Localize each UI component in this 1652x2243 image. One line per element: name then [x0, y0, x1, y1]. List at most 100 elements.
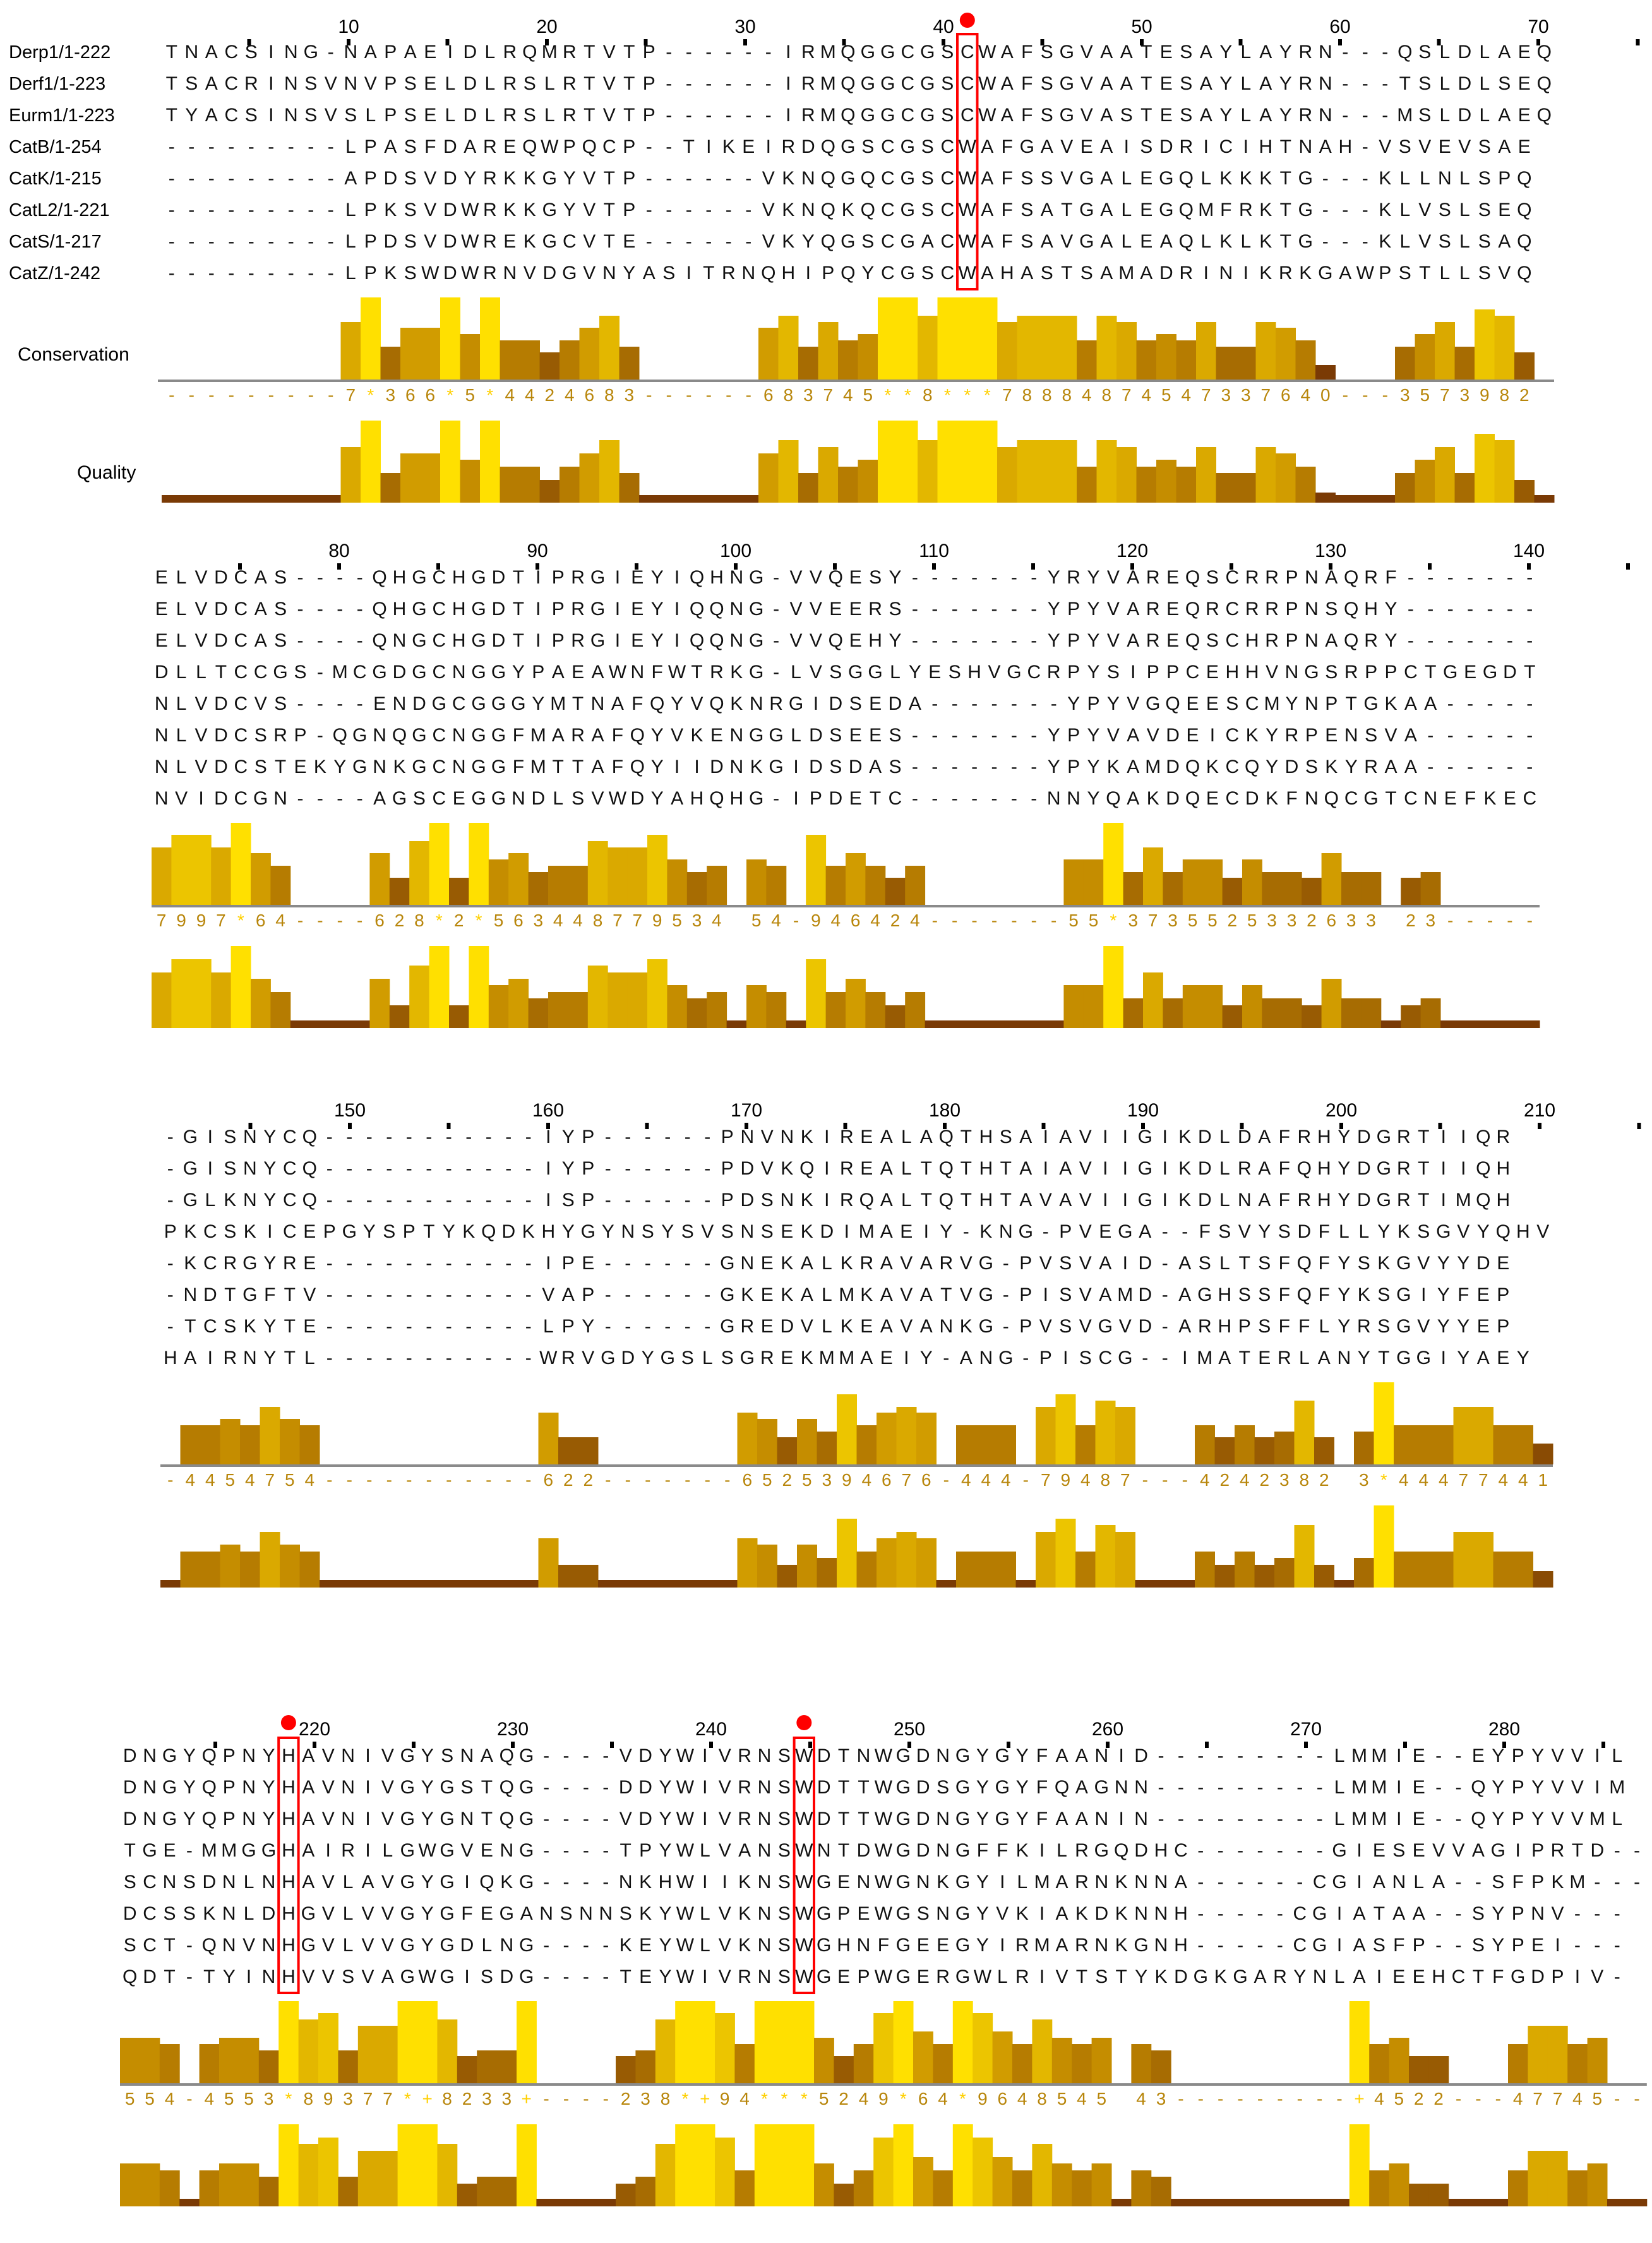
residue-letter: I — [546, 1190, 551, 1211]
residue-letter: L — [343, 1903, 354, 1924]
residue-letter: W — [795, 1872, 813, 1893]
residue-letter: D — [492, 599, 506, 619]
residue-letter: Q — [799, 1158, 814, 1179]
residue-letter: V — [381, 1872, 394, 1893]
residue-letter: G — [1019, 1221, 1033, 1242]
residue-letter: Y — [861, 263, 874, 284]
residue-letter: A — [880, 1221, 893, 1242]
residue-letter: - — [1197, 1840, 1204, 1861]
residue-letter: T — [620, 1966, 631, 1987]
conservation-bar — [734, 2044, 755, 2083]
residue-letter: A — [1258, 1190, 1271, 1211]
conservation-bar — [1103, 823, 1124, 905]
residue-letter: N — [163, 1872, 177, 1893]
residue-letter: Q — [1179, 231, 1194, 252]
residue-letter: - — [426, 1190, 432, 1211]
residue-letter: N — [242, 1745, 256, 1766]
residue-letter: G — [920, 42, 935, 63]
residue-letter: V — [1079, 1190, 1092, 1211]
residue-letter: C — [203, 1316, 217, 1337]
residue-letter: N — [1392, 1872, 1406, 1893]
residue-letter: N — [817, 1840, 831, 1861]
conservation-bar — [251, 853, 271, 905]
quality-bar — [261, 495, 282, 503]
ruler-tick — [1106, 1742, 1110, 1748]
residue-letter: - — [1594, 1872, 1600, 1893]
residue-letter: Y — [1384, 599, 1397, 619]
residue-letter: S — [941, 105, 954, 126]
conservation-bar — [937, 297, 958, 380]
conservation-bar — [239, 2038, 260, 2083]
residue-letter: Y — [1358, 1348, 1370, 1368]
residue-letter: G — [162, 1745, 177, 1766]
conservation-bar — [794, 2001, 815, 2083]
residue-letter: R — [1245, 567, 1259, 588]
residue-letter: D — [621, 1348, 635, 1368]
conservation-bar — [686, 872, 707, 905]
residue-letter: - — [952, 725, 958, 746]
quality-bar — [1075, 1552, 1096, 1588]
conservation-score: * — [285, 2089, 292, 2108]
residue-letter: K — [738, 1872, 751, 1893]
residue-letter: - — [486, 1190, 492, 1211]
residue-letter: C — [143, 1903, 157, 1924]
residue-letter: L — [1240, 231, 1251, 252]
conservation-score: 4 — [1518, 1470, 1528, 1490]
residue-letter: S — [404, 105, 417, 126]
residue-letter: G — [471, 788, 486, 809]
residue-letter: V — [1079, 1221, 1092, 1242]
conservation-score: 5 — [1420, 385, 1430, 405]
residue-letter: A — [981, 231, 993, 252]
residue-letter: Y — [1279, 42, 1292, 63]
conservation-score: 5 — [1097, 2089, 1107, 2108]
residue-letter: H — [282, 1777, 296, 1798]
residue-letter: - — [288, 136, 294, 157]
residue-letter: - — [666, 168, 672, 189]
quality-bar — [1519, 1020, 1540, 1028]
conservation-score: 7 — [363, 2089, 373, 2108]
residue-letter: P — [582, 1284, 594, 1305]
residue-letter: R — [1265, 599, 1279, 619]
residue-letter: N — [1115, 1777, 1128, 1798]
conservation-bar — [1374, 1382, 1394, 1464]
residue-letter: E — [781, 1221, 793, 1242]
residue-letter: A — [1318, 1348, 1331, 1368]
residue-letter: N — [262, 1935, 276, 1956]
residue-letter: - — [625, 1316, 631, 1337]
residue-letter: - — [1614, 1935, 1620, 1956]
residue-letter: V — [1107, 567, 1120, 588]
residue-letter: V — [1107, 725, 1120, 746]
residue-letter: M — [1351, 1745, 1367, 1766]
residue-letter: W — [676, 1903, 695, 1924]
residue-letter: - — [1237, 1777, 1243, 1798]
quality-bar — [838, 467, 858, 503]
residue-letter: - — [1456, 1777, 1462, 1798]
residue-letter: S — [778, 1872, 791, 1893]
residue-letter: A — [302, 1809, 314, 1829]
residue-letter: S — [937, 1777, 949, 1798]
residue-letter: D — [710, 757, 724, 777]
residue-letter: T — [1116, 1966, 1127, 1987]
residue-letter: K — [1379, 200, 1391, 220]
conservation-bar — [1361, 872, 1382, 905]
residue-letter: D — [1285, 757, 1299, 777]
residue-letter: H — [1516, 1221, 1530, 1242]
residue-letter: - — [773, 630, 779, 651]
residue-letter: G — [955, 1903, 970, 1924]
residue-letter: C — [203, 1221, 217, 1242]
residue-letter: G — [242, 1284, 257, 1305]
quality-bar — [558, 1565, 578, 1588]
residue-letter: Y — [1492, 1809, 1504, 1829]
residue-letter: - — [326, 1253, 333, 1274]
residue-letter: P — [364, 136, 377, 157]
conservation-bar — [1075, 1425, 1096, 1464]
residue-letter: - — [525, 1190, 532, 1211]
residue-letter: C — [1404, 788, 1418, 809]
residue-letter: E — [503, 136, 516, 157]
residue-letter: L — [1399, 200, 1410, 220]
residue-letter: Y — [185, 105, 198, 126]
residue-letter: Q — [630, 725, 645, 746]
residue-letter: T — [481, 1809, 493, 1829]
residue-letter: H — [1496, 1158, 1510, 1179]
residue-letter: K — [1219, 168, 1232, 189]
